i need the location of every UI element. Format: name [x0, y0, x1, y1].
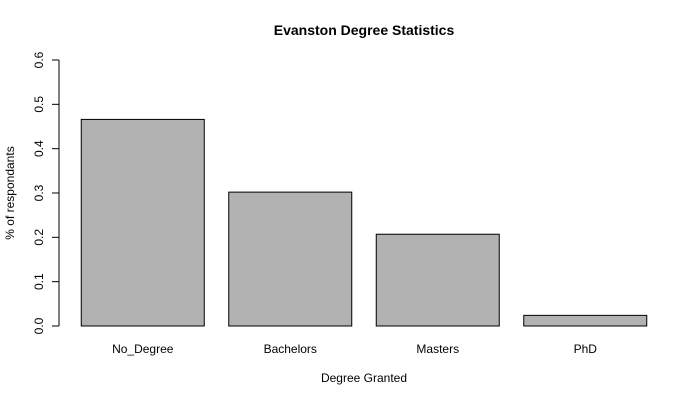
x-tick-label: Masters [416, 342, 459, 356]
y-axis-label: % of respondants [3, 146, 17, 239]
y-tick-label: 0.3 [32, 184, 46, 201]
x-tick-label: No_Degree [112, 342, 174, 356]
bar-masters [375, 233, 500, 327]
y-tick-label: 0.2 [32, 229, 46, 246]
bar-phd [523, 314, 648, 327]
x-tick-label: Bachelors [264, 342, 317, 356]
y-axis: 0.0 0.1 0.2 0.3 0.4 0.5 0.6 [32, 51, 60, 334]
y-tick-label: 0.0 [32, 317, 46, 334]
y-tick-label: 0.5 [32, 96, 46, 113]
bars-group [80, 118, 648, 327]
bar-no-degree [80, 118, 205, 327]
x-tick-label: PhD [574, 342, 598, 356]
bar-bachelors [228, 191, 353, 327]
chart-title: Evanston Degree Statistics [274, 22, 455, 38]
y-tick-label: 0.6 [32, 51, 46, 68]
y-tick-label: 0.4 [32, 140, 46, 157]
y-tick-label: 0.1 [32, 273, 46, 290]
x-tick-labels: No_Degree Bachelors Masters PhD [112, 342, 597, 356]
x-axis-label: Degree Granted [321, 371, 407, 385]
